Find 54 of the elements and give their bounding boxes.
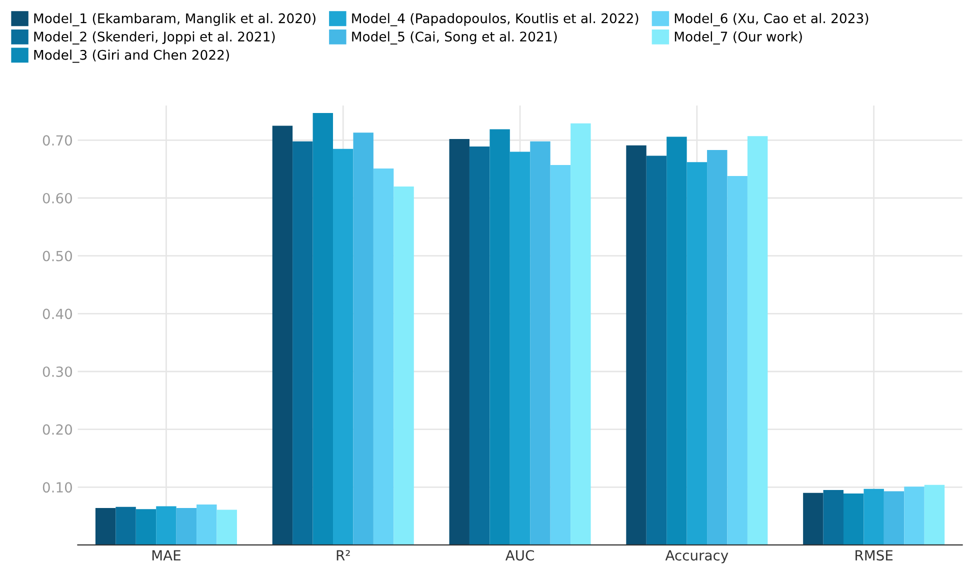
bar — [747, 136, 768, 545]
bar — [176, 508, 197, 545]
bar — [373, 168, 394, 545]
bar — [394, 186, 414, 545]
bar — [333, 148, 354, 545]
x-tick-label: AUC — [505, 550, 534, 561]
legend-label: Model_1 (Ekambaram, Manglik et al. 2020) — [34, 13, 316, 26]
y-tick-label: 0.10 — [42, 482, 72, 493]
bar — [844, 494, 864, 545]
bar — [727, 176, 748, 545]
y-tick-label: 0.70 — [42, 135, 72, 146]
bar — [510, 152, 530, 545]
bar — [686, 162, 708, 545]
bar — [156, 506, 176, 545]
bar — [196, 504, 217, 545]
x-tick-label: R² — [336, 550, 350, 560]
bar — [449, 139, 470, 545]
bar — [116, 506, 136, 545]
bar — [904, 486, 924, 545]
bar — [666, 136, 687, 545]
y-tick-label: 0.40 — [42, 308, 72, 320]
bar — [924, 484, 945, 545]
legend-label: Model_6 (Xu, Cao et al. 2023) — [674, 13, 868, 26]
y-tick-label: 0.60 — [42, 192, 72, 204]
bar — [216, 510, 237, 545]
bar — [864, 488, 884, 545]
bar — [823, 490, 844, 545]
bar — [626, 145, 646, 545]
legend-label: Model_4 (Papadopoulos, Koutlis et al. 2022) — [352, 13, 638, 26]
y-tick-label: 0.50 — [42, 250, 72, 262]
bar — [803, 492, 824, 545]
legend-label: Model_3 (Giri and Chen 2022) — [34, 50, 229, 63]
bar — [136, 509, 156, 545]
bar — [469, 146, 490, 545]
legend-label: Model_2 (Skenderi, Joppi et al. 2021) — [34, 31, 275, 44]
bar — [95, 508, 116, 545]
x-tick-label: RMSE — [856, 550, 893, 561]
bar — [530, 141, 550, 545]
y-tick-label: 0.30 — [42, 366, 72, 377]
bar — [292, 141, 313, 545]
x-tick-label: MAE — [152, 550, 180, 560]
legend-label: Model_5 (Cai, Song et al. 2021) — [352, 31, 557, 44]
bar — [884, 491, 904, 545]
bar — [550, 165, 571, 545]
x-tick-label: Accuracy — [665, 550, 728, 564]
bar — [353, 132, 374, 545]
bar — [570, 123, 591, 545]
bar — [490, 129, 510, 545]
bar — [646, 156, 667, 545]
bar — [707, 150, 728, 545]
bar — [272, 126, 293, 545]
legend-label: Model_7 (Our work) — [674, 31, 802, 44]
bar — [312, 113, 334, 545]
y-tick-label: 0.20 — [42, 424, 72, 435]
